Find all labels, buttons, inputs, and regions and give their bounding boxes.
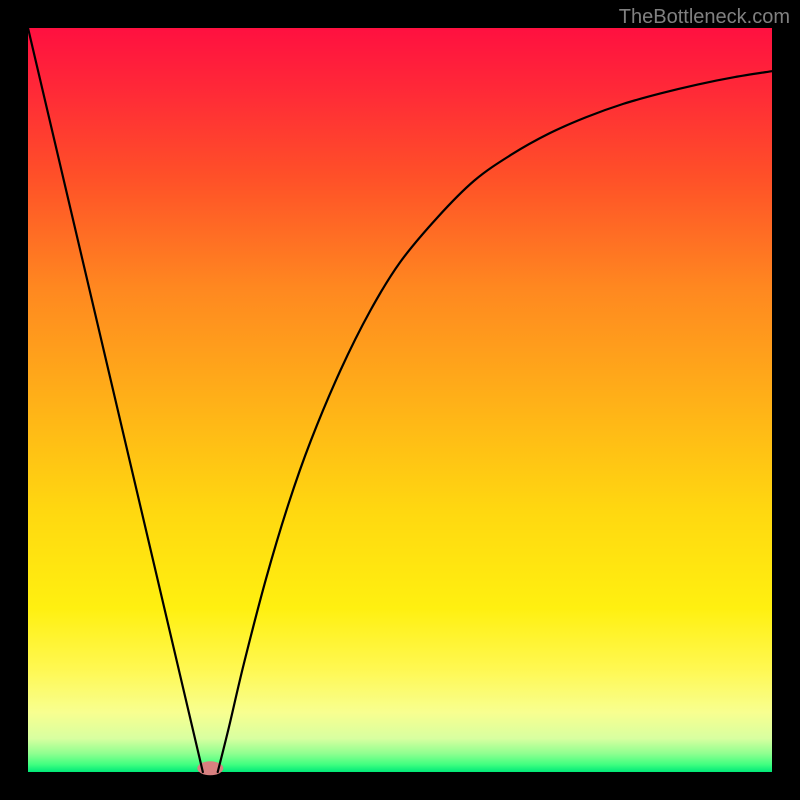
bottleneck-chart xyxy=(0,0,800,800)
chart-container: TheBottleneck.com xyxy=(0,0,800,800)
watermark-label: TheBottleneck.com xyxy=(619,6,790,29)
chart-background-gradient xyxy=(28,28,772,772)
